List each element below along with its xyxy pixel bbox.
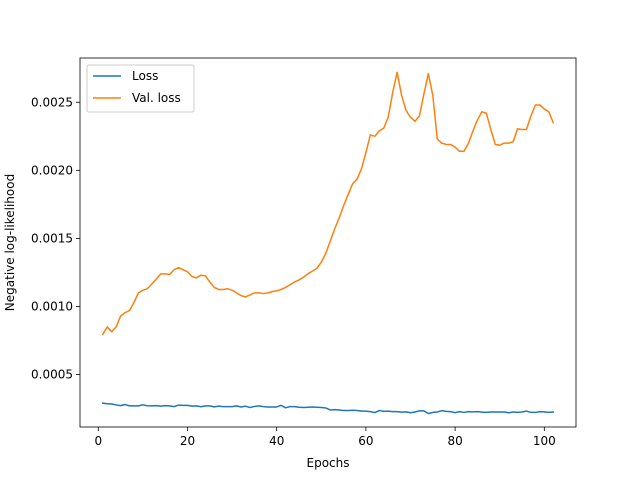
- series-line-loss: [101, 402, 555, 415]
- x-axis-ticks: 0 20 40 60 80 100: [94, 427, 556, 448]
- y-axis-label: Negative log-likelihood: [3, 174, 17, 311]
- x-axis-label: Epochs: [307, 456, 350, 470]
- y-tick-label: 0.0010: [31, 299, 73, 313]
- y-tick-label: 0.0020: [31, 163, 73, 177]
- series-layer: [101, 71, 555, 415]
- y-tick-label: 0.0015: [31, 231, 73, 245]
- x-tick-label: 20: [180, 434, 195, 448]
- legend-label: Val. loss: [132, 91, 181, 105]
- y-axis-ticks: 0.0005 0.0010 0.0015 0.0020 0.0025: [31, 95, 80, 382]
- x-tick-label: 100: [533, 434, 556, 448]
- y-tick-label: 0.0025: [31, 95, 73, 109]
- axes-frame: [79, 57, 577, 428]
- x-tick-label: 80: [447, 434, 462, 448]
- x-tick-label: 0: [94, 434, 102, 448]
- y-tick-label: 0.0005: [31, 368, 73, 382]
- x-tick-label: 40: [269, 434, 284, 448]
- legend-label: Loss: [132, 69, 158, 83]
- series-line-val-loss: [101, 71, 555, 336]
- x-tick-label: 60: [358, 434, 373, 448]
- legend: Loss Val. loss: [86, 64, 195, 113]
